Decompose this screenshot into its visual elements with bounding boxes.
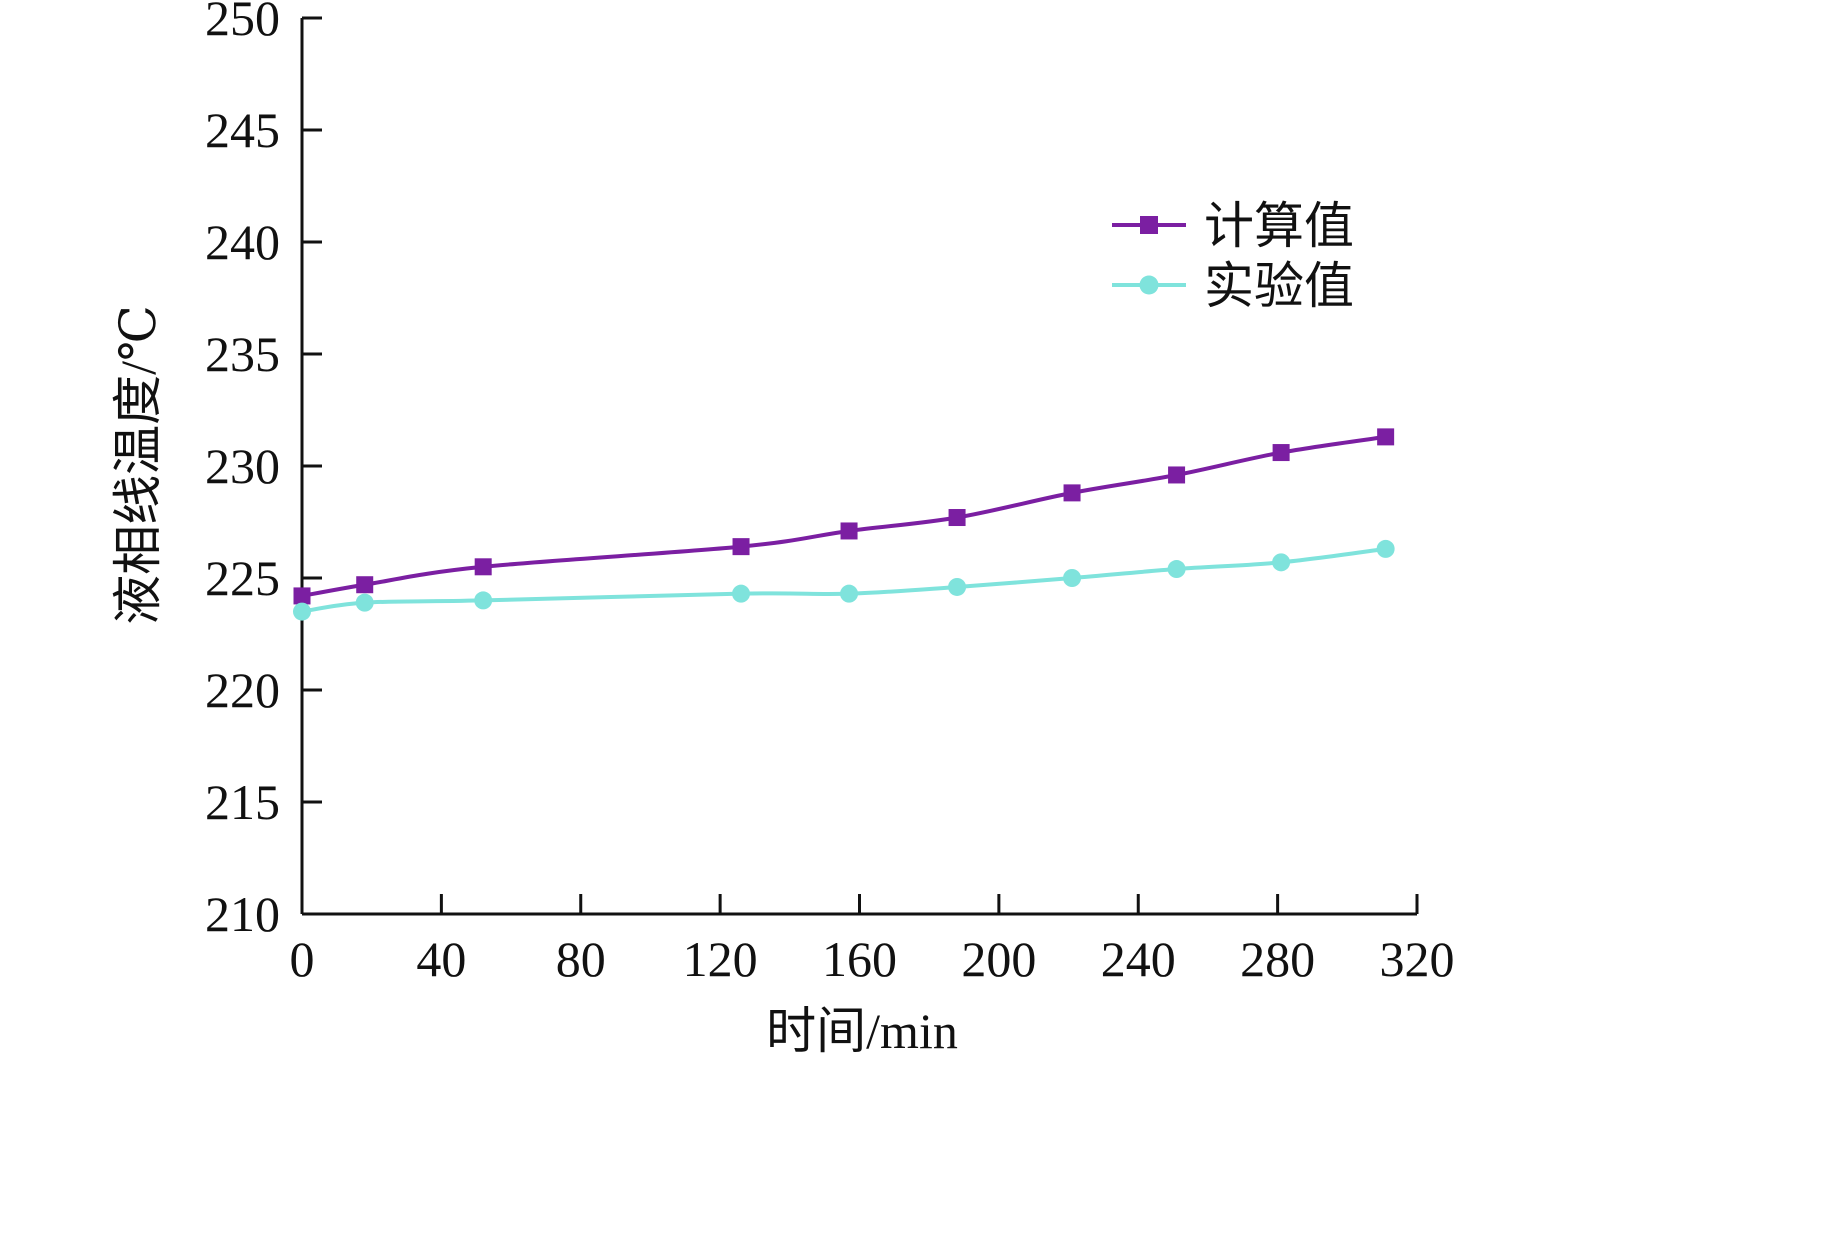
y-tick-label: 225 <box>205 550 280 606</box>
square-marker <box>1272 444 1290 462</box>
y-tick-label: 210 <box>205 886 280 942</box>
circle-marker <box>1376 539 1395 558</box>
series-1 <box>293 428 1395 605</box>
series-line <box>301 434 1386 598</box>
y-axis-title: 液相线温度/℃ <box>110 305 166 625</box>
circle-marker <box>840 584 859 603</box>
legend-item-2: 实验值 <box>1112 258 1354 314</box>
y-tick-label: 230 <box>205 438 280 494</box>
y-tick-label: 215 <box>205 774 280 830</box>
x-tick-label: 320 <box>1380 931 1455 987</box>
x-axis-title: 时间/min <box>766 1003 958 1056</box>
legend-item-1: 计算值 <box>1112 198 1354 254</box>
square-marker <box>1168 466 1186 484</box>
y-tick-label: 240 <box>205 214 280 270</box>
square-marker <box>474 558 492 576</box>
x-tick-label: 280 <box>1240 931 1315 987</box>
circle-marker <box>1167 560 1186 579</box>
circle-marker <box>474 591 493 610</box>
square-marker <box>840 522 858 540</box>
square-marker <box>732 538 750 556</box>
circle-marker <box>1063 569 1082 587</box>
y-tick-label: 235 <box>205 326 280 382</box>
legend-square-marker <box>1140 216 1158 234</box>
circle-marker <box>355 593 374 612</box>
y-tick-label: 245 <box>205 102 280 158</box>
legend-circle-marker <box>1139 275 1159 295</box>
legend-label: 计算值 <box>1204 198 1354 254</box>
x-tick-label: 160 <box>822 931 897 987</box>
series-2 <box>293 539 1395 621</box>
series-line <box>301 546 1386 614</box>
y-tick-label: 250 <box>205 0 280 46</box>
line-chart: 210 215 220 225 230 235 240 245 250 0 40 80 120 160 20… <box>110 0 1455 1056</box>
circle-marker <box>948 577 967 596</box>
x-tick-label: 40 <box>416 931 466 987</box>
x-tick-label: 120 <box>683 931 758 987</box>
square-marker <box>948 509 966 527</box>
x-tick-label: 80 <box>556 931 606 987</box>
circle-marker <box>732 584 751 603</box>
x-tick-label: 0 <box>290 931 315 987</box>
circle-marker <box>1272 553 1291 572</box>
square-marker <box>1063 484 1081 502</box>
axes: 210 215 220 225 230 235 240 245 250 0 40 80 120 160 20… <box>205 0 1455 987</box>
legend-label: 实验值 <box>1204 258 1354 314</box>
square-marker <box>356 576 374 594</box>
series-layer <box>293 428 1395 621</box>
x-tick-label: 200 <box>961 931 1036 987</box>
x-tick-label: 240 <box>1101 931 1176 987</box>
square-marker <box>1377 428 1395 446</box>
square-marker <box>293 587 311 605</box>
y-tick-label: 220 <box>205 662 280 718</box>
circle-marker <box>293 602 311 621</box>
